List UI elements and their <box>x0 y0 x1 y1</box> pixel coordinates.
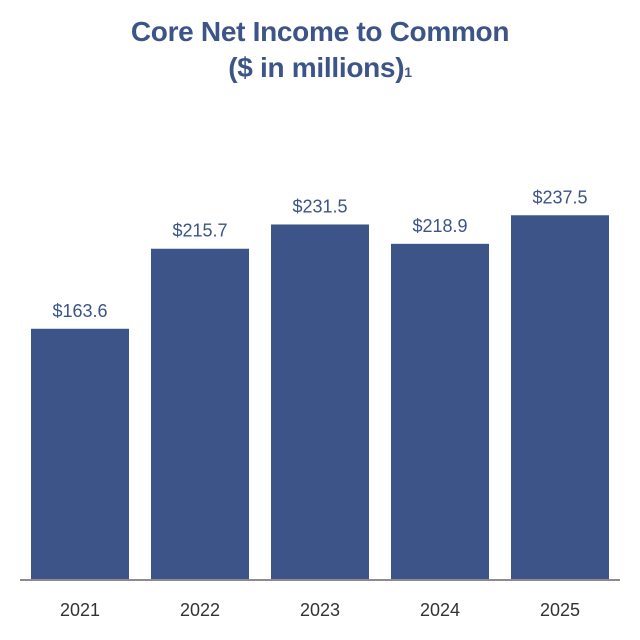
chart-subtitle: ($ in millions) <box>228 52 405 83</box>
footnote-marker: 1 <box>404 64 412 80</box>
data-label-2024: $218.9 <box>412 216 467 236</box>
x-tick-label-2025: 2025 <box>540 600 580 620</box>
data-label-2023: $231.5 <box>292 196 347 216</box>
data-label-2025: $237.5 <box>532 187 587 207</box>
bar-2023 <box>271 224 369 580</box>
chart-subtitle-line: ($ in millions)1 <box>0 50 640 86</box>
bar-2022 <box>151 248 249 580</box>
x-tick-label-2022: 2022 <box>180 600 220 620</box>
bar-2024 <box>391 243 489 580</box>
data-label-2021: $163.6 <box>52 301 107 321</box>
chart-title: Core Net Income to Common <box>130 16 510 47</box>
x-tick-label-2023: 2023 <box>300 600 340 620</box>
data-label-2022: $215.7 <box>172 221 227 241</box>
bars-group <box>31 215 609 580</box>
chart-title-block: Core Net Income to Common ($ in millions… <box>0 14 640 86</box>
x-tick-label-2021: 2021 <box>60 600 100 620</box>
bar-2021 <box>31 328 129 580</box>
x-axis-ticks-group: 2021 2022 2023 2024 2025 <box>60 600 580 620</box>
data-labels-group: $163.6 $215.7 $231.5 $218.9 $237.5 <box>52 187 587 320</box>
x-tick-label-2024: 2024 <box>420 600 460 620</box>
bar-2025 <box>511 215 609 580</box>
